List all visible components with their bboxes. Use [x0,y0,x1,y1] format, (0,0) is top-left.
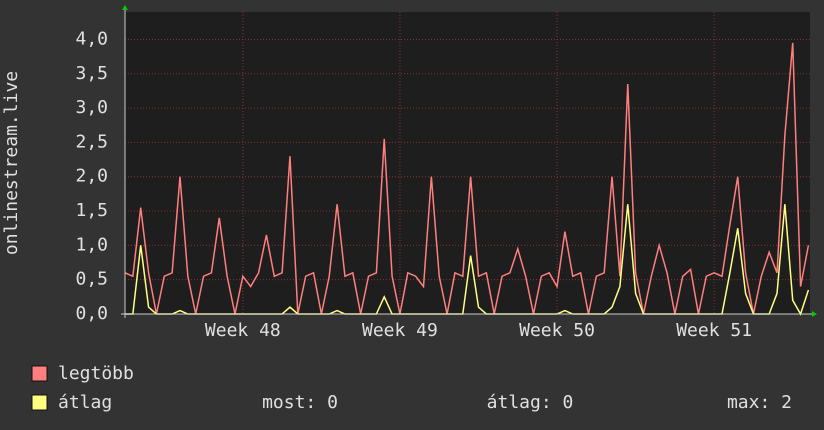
y-tick-label: 3,5 [75,63,108,84]
x-tick-label: Week 48 [205,320,281,341]
y-tick-label: 2,0 [75,166,108,187]
y-tick-label: 1,5 [75,200,108,221]
legend-stat: max: 2 [727,392,792,413]
legend-stat: most: 0 [262,392,338,413]
axis-arrow [812,311,817,317]
y-tick-label: 4,0 [75,28,108,49]
axis-arrow [122,5,128,10]
legend-stat: átlag: 0 [487,392,574,413]
legend-label: átlag [58,392,112,413]
x-tick-label: Week 50 [519,320,595,341]
plot-area [125,12,810,314]
y-tick-label: 2,5 [75,131,108,152]
series-line [124,42,810,315]
y-tick-label: 0,5 [75,269,108,290]
y-tick-label: 1,0 [75,234,108,255]
y-tick-label: 3,0 [75,97,108,118]
legend-swatch [31,394,48,411]
legend-swatch [31,365,48,382]
y-tick-label: 0,0 [75,303,108,324]
y-axis-label: onlinestream.live [1,71,22,255]
x-tick-label: Week 51 [676,320,752,341]
legend-label: legtöbb [58,363,134,384]
x-tick-label: Week 49 [362,320,438,341]
